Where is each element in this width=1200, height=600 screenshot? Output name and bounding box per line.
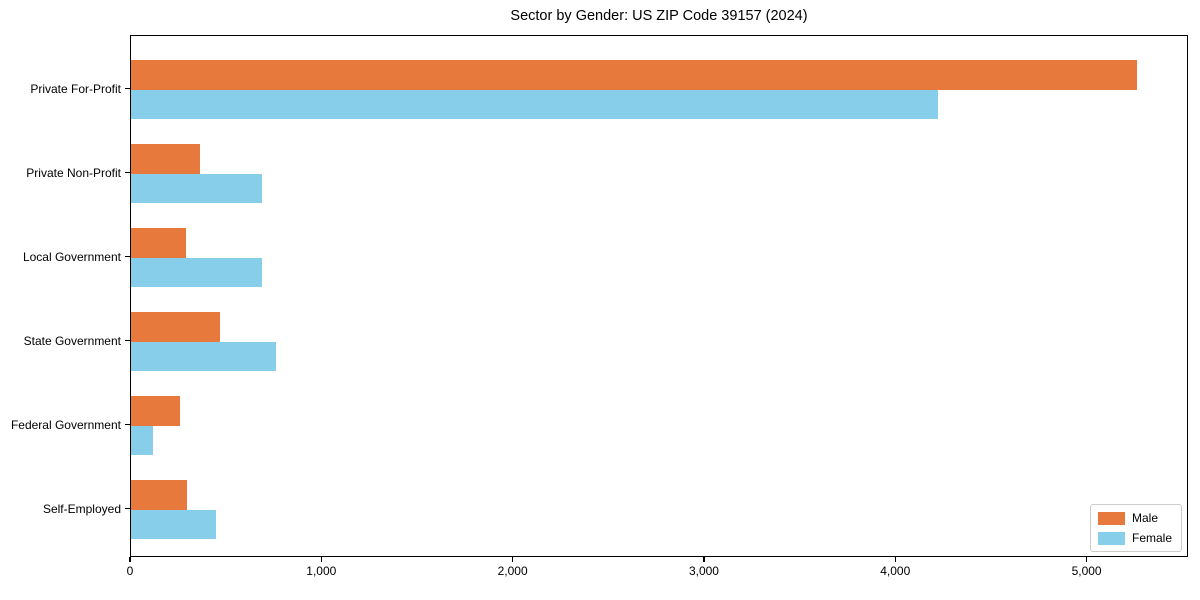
x-tick-label: 4,000 — [880, 564, 911, 578]
legend-label-male: Male — [1132, 511, 1159, 525]
y-tick — [125, 507, 130, 510]
bar-federal-government-male — [131, 396, 180, 426]
x-tick — [894, 557, 897, 562]
legend-swatch-female-icon — [1098, 531, 1125, 545]
bar-federal-government-female — [131, 425, 153, 455]
legend: Male Female — [1090, 504, 1182, 552]
x-tick — [1085, 557, 1088, 562]
x-tick-label: 3,000 — [688, 564, 719, 578]
legend-swatch-male-icon — [1098, 511, 1125, 525]
bar-private-for-profit-female — [131, 89, 939, 119]
x-tick — [703, 557, 705, 562]
x-tick-label: 1,000 — [306, 564, 337, 578]
x-tick — [320, 557, 323, 562]
bar-local-government-female — [131, 257, 263, 287]
bar-private-for-profit-male — [131, 60, 1138, 90]
bar-local-government-male — [131, 228, 186, 258]
legend-item-female: Female — [1098, 531, 1173, 545]
x-tick — [129, 557, 131, 562]
legend-label-female: Female — [1132, 531, 1173, 545]
x-tick-label: 0 — [126, 564, 134, 578]
bar-self-employed-female — [131, 509, 217, 539]
x-tick-label: 2,000 — [497, 564, 528, 578]
bar-self-employed-male — [131, 480, 188, 510]
plot-area — [130, 35, 1188, 557]
bar-state-government-male — [131, 312, 220, 342]
x-tick-label: 5,000 — [1071, 564, 1102, 578]
y-tick — [125, 339, 130, 342]
y-tick — [125, 255, 130, 258]
bar-private-non-profit-female — [131, 173, 263, 203]
y-tick-label: State Government — [23, 333, 121, 348]
chart-title: Sector by Gender: US ZIP Code 39157 (202… — [510, 8, 808, 24]
legend-item-male: Male — [1098, 511, 1173, 525]
y-tick — [125, 423, 130, 426]
bar-state-government-female — [131, 341, 277, 371]
y-tick-label: Self-Employed — [42, 501, 121, 516]
y-tick-label: Private For-Profit — [30, 81, 121, 96]
y-tick-label: Local Government — [22, 249, 121, 264]
x-tick — [511, 557, 514, 562]
y-tick-label: Private Non-Profit — [26, 165, 121, 180]
y-tick-label: Federal Government — [10, 417, 121, 432]
y-tick — [125, 87, 130, 90]
bar-private-non-profit-male — [131, 144, 200, 174]
y-tick — [125, 171, 130, 174]
